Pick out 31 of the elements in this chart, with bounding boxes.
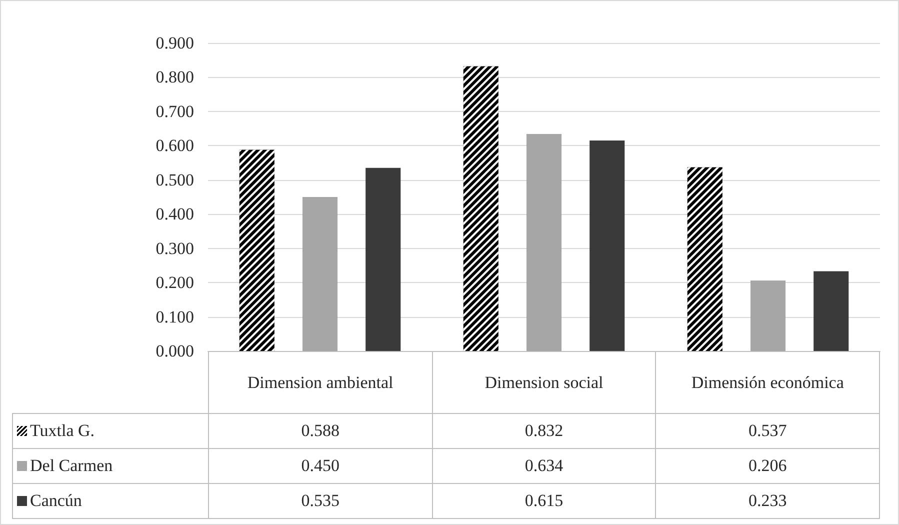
data-label: 0.634: [432, 448, 656, 484]
bar: [590, 140, 625, 351]
legend-label: Tuxtla G.: [12, 414, 208, 448]
legend-label: Del Carmen: [12, 448, 208, 484]
y-tick-label: 0.200: [156, 273, 194, 292]
bar: [814, 271, 849, 351]
data-label: 0.450: [208, 448, 432, 484]
data-label: 0.206: [656, 448, 880, 484]
x-tick-label: Dimensión económica: [656, 352, 880, 414]
y-tick-label: 0.700: [156, 102, 194, 121]
data-label: 0.832: [432, 414, 656, 448]
y-tick-label: 0.600: [156, 136, 194, 156]
data-label: 0.537: [656, 414, 880, 448]
y-tick-label: 0.900: [156, 34, 194, 52]
bar: [302, 197, 338, 351]
bar: [750, 280, 786, 351]
y-tick-label: 0.000: [156, 342, 194, 360]
y-tick-label: 0.800: [156, 68, 194, 87]
y-tick-label: 0.500: [156, 170, 194, 190]
bar: [526, 134, 562, 351]
data-label: 0.615: [432, 484, 656, 518]
data-label: 0.535: [208, 484, 432, 518]
x-tick-label: Dimension social: [432, 352, 656, 414]
y-tick-label: 0.100: [156, 307, 194, 326]
legend-label: Cancún: [12, 484, 208, 518]
y-tick-label: 0.400: [156, 204, 194, 224]
data-label: 0.233: [656, 484, 880, 518]
bar: [366, 168, 401, 351]
data-label: 0.588: [208, 414, 432, 448]
y-tick-label: 0.300: [156, 238, 194, 258]
x-tick-label: Dimension ambiental: [208, 352, 432, 414]
